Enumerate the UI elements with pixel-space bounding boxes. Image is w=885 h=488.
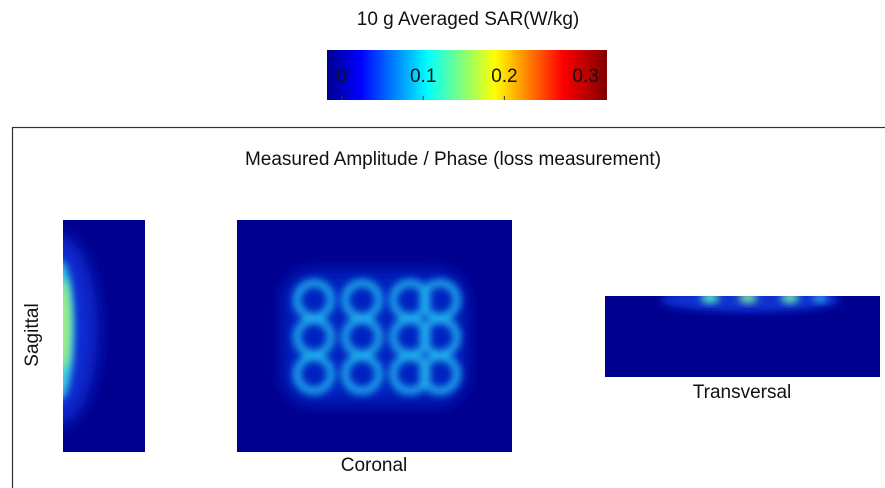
coronal-image <box>237 220 512 452</box>
field-ring <box>341 353 383 395</box>
sagittal-label: Sagittal <box>22 303 43 366</box>
transversal-image <box>605 296 880 377</box>
colorbar-tick-label: 0.2 <box>491 66 517 87</box>
coronal-label: Coronal <box>341 455 408 476</box>
panel-frame <box>11 126 885 488</box>
colorbar-tick-label: 0.1 <box>410 66 436 87</box>
colorbar-tick-label: 0.3 <box>572 66 598 87</box>
field-ring <box>419 353 461 395</box>
colorbar-tick-label: 0 <box>337 66 348 87</box>
field-ring <box>389 353 431 395</box>
field-ring <box>293 353 335 395</box>
colorbar-ticks: 0 0.1 0.2 0.3 <box>337 66 599 100</box>
transversal-label: Transversal <box>693 382 792 403</box>
sagittal-image <box>63 220 145 452</box>
colorbar <box>327 50 607 100</box>
panel-title: Measured Amplitude / Phase (loss measure… <box>245 149 661 170</box>
colorbar-title: 10 g Averaged SAR(W/kg) <box>357 9 579 30</box>
